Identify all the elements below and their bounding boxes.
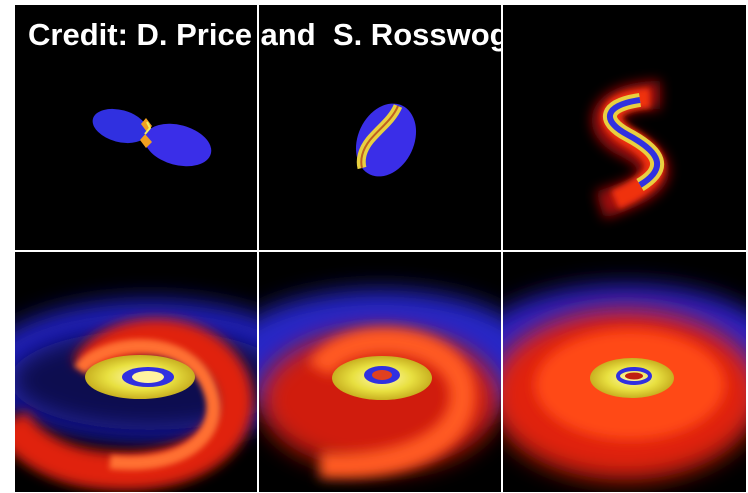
simulation-figure: Credit: D. Price and S. Rosswog (0, 0, 748, 493)
credit-text: Credit: D. Price and S. Rosswog (28, 17, 509, 52)
